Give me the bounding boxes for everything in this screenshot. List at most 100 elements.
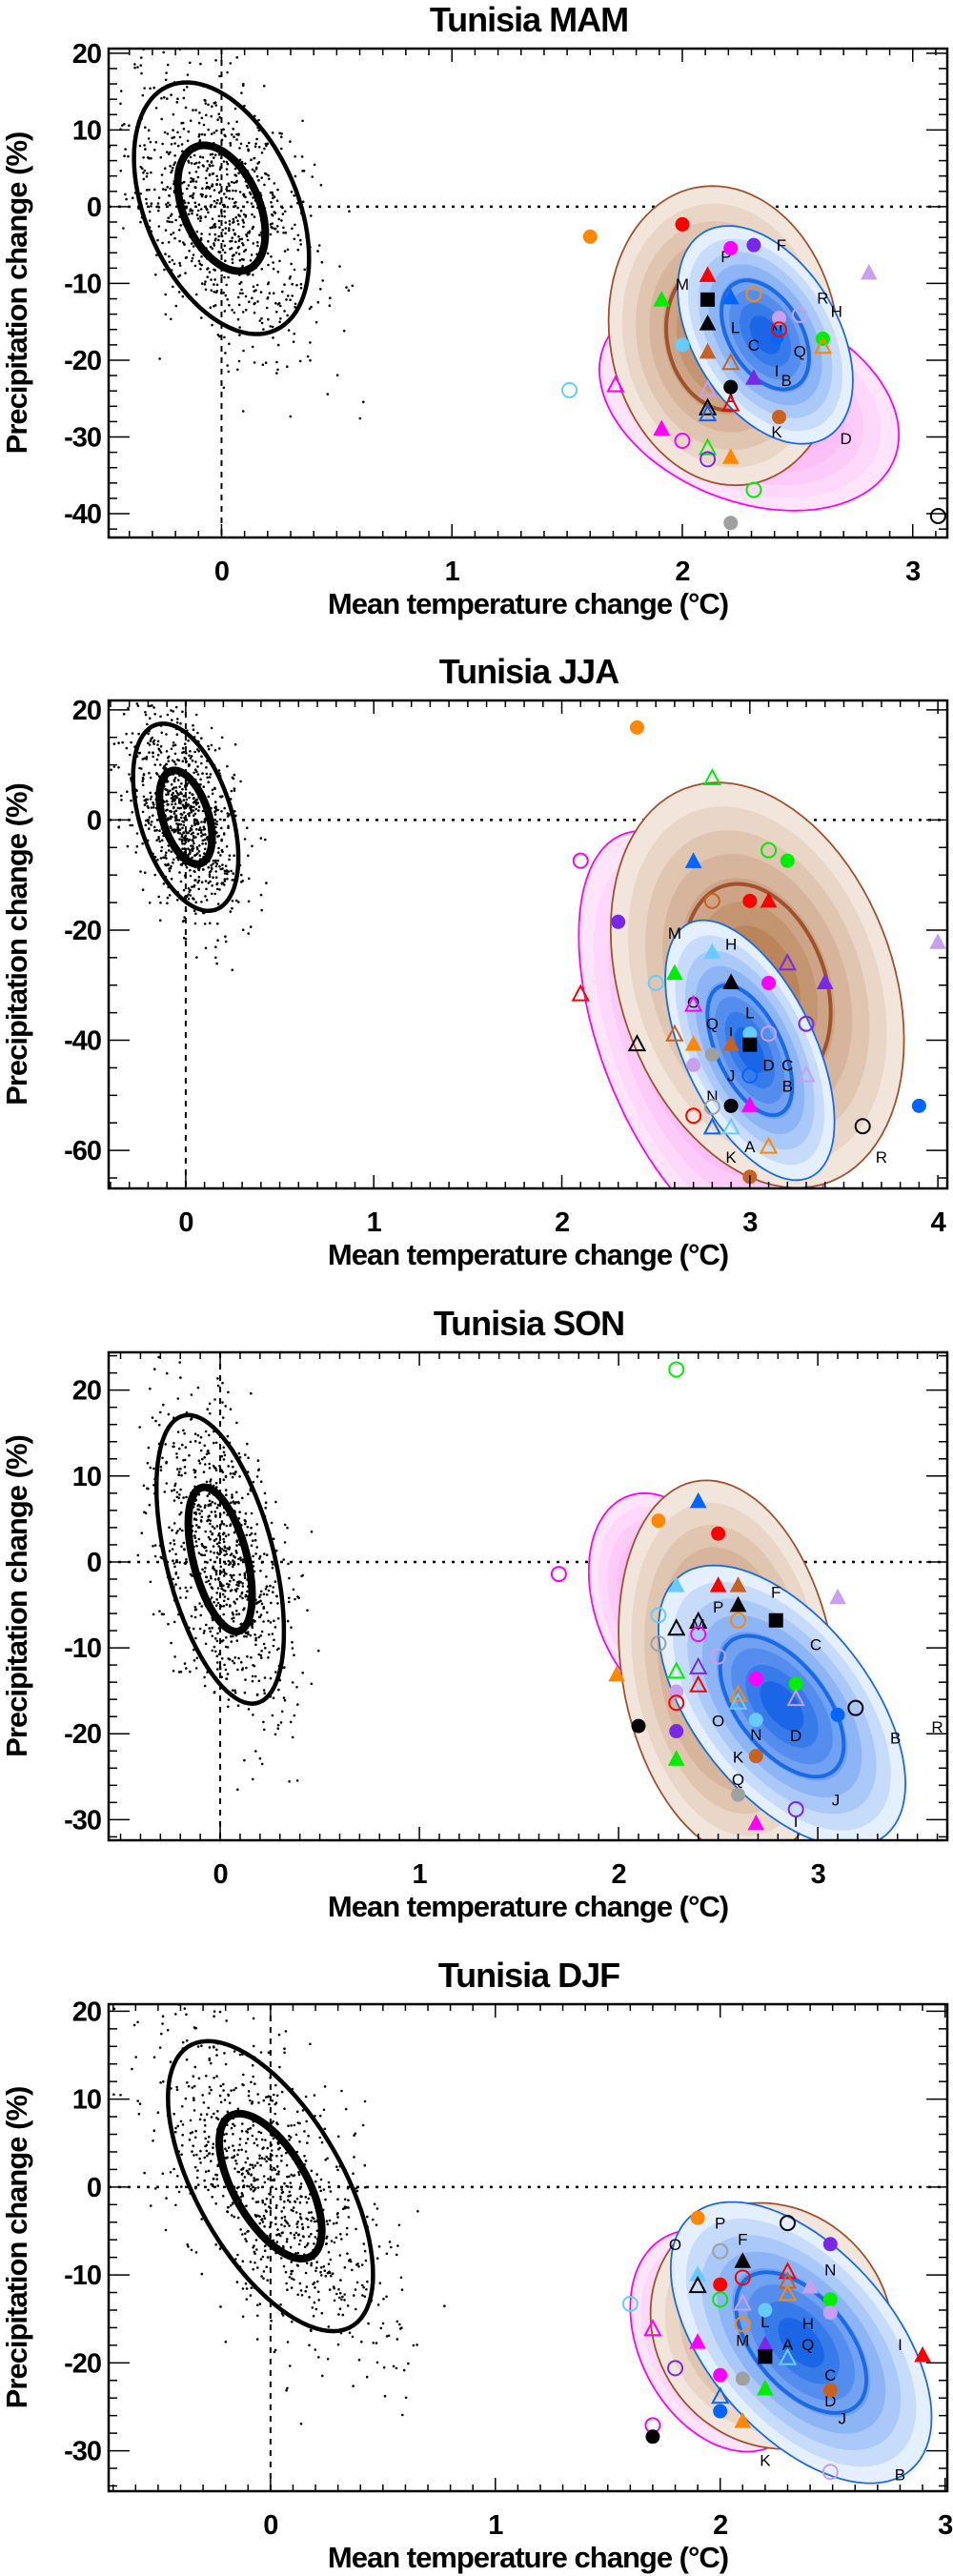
- noise-point: [339, 2233, 342, 2236]
- noise-point: [173, 1655, 176, 1658]
- noise-point: [215, 283, 219, 287]
- noise-point: [201, 155, 205, 159]
- noise-point: [167, 216, 170, 219]
- noise-point: [234, 174, 238, 177]
- noise-point: [250, 254, 253, 256]
- noise-point: [170, 747, 173, 751]
- noise-point: [146, 172, 149, 175]
- noise-point: [283, 283, 286, 287]
- noise-point: [172, 798, 174, 801]
- noise-point: [177, 1473, 181, 1477]
- noise-point: [253, 2188, 256, 2192]
- noise-point: [242, 349, 245, 353]
- noise-point: [195, 213, 199, 216]
- noise-point: [200, 828, 203, 832]
- noise-point: [182, 811, 186, 814]
- noise-point: [217, 1545, 220, 1548]
- noise-point: [147, 732, 150, 736]
- noise-point: [196, 2169, 199, 2172]
- noise-point: [260, 176, 264, 179]
- noise-point: [150, 795, 153, 799]
- noise-point: [167, 755, 171, 759]
- noise-point: [226, 1673, 230, 1675]
- noise-point: [149, 776, 152, 780]
- noise-point: [175, 101, 179, 104]
- noise-point: [296, 2293, 300, 2297]
- noise-point: [256, 2314, 259, 2318]
- noise-point: [209, 1519, 212, 1522]
- noise-point: [190, 2248, 193, 2252]
- noise-point: [325, 2242, 329, 2245]
- noise-point: [166, 97, 169, 100]
- noise-point: [192, 840, 194, 842]
- noise-point: [305, 2217, 308, 2221]
- noise-point: [285, 2151, 288, 2155]
- noise-point: [150, 202, 153, 205]
- noise-point: [192, 809, 195, 812]
- noise-point: [184, 784, 187, 787]
- noise-point: [255, 2303, 259, 2307]
- noise-point: [215, 2117, 218, 2120]
- noise-point: [260, 2138, 264, 2141]
- noise-point: [177, 829, 180, 832]
- noise-point: [294, 1597, 296, 1601]
- noise-point: [182, 1429, 185, 1432]
- noise-point: [219, 190, 223, 193]
- model-point: [688, 2275, 707, 2294]
- noise-point: [254, 1643, 257, 1647]
- noise-point: [256, 2186, 260, 2189]
- noise-point: [229, 144, 233, 147]
- noise-point: [249, 2261, 253, 2263]
- noise-point: [135, 702, 139, 705]
- noise-point: [237, 1517, 241, 1520]
- noise-point: [185, 207, 188, 210]
- model-point: [816, 973, 834, 989]
- model-point: [713, 2277, 728, 2292]
- noise-point: [238, 258, 242, 262]
- model-point: [667, 1618, 686, 1636]
- noise-point: [178, 261, 181, 265]
- noise-point: [319, 2178, 323, 2181]
- noise-point: [129, 823, 132, 827]
- noise-point: [130, 659, 132, 661]
- noise-point: [154, 1419, 157, 1423]
- noise-point: [206, 185, 209, 189]
- noise-point: [242, 225, 245, 229]
- noise-point: [279, 2257, 283, 2260]
- noise-point: [250, 2183, 253, 2186]
- noise-point: [268, 2234, 272, 2238]
- noise-point: [290, 191, 294, 193]
- noise-point: [256, 2266, 259, 2269]
- noise-point: [366, 2215, 369, 2219]
- noise-point: [248, 232, 251, 234]
- noise-point: [233, 854, 235, 857]
- noise-point: [295, 2197, 299, 2201]
- noise-point: [194, 1667, 198, 1670]
- noise-point: [203, 2179, 206, 2182]
- noise-point: [345, 2233, 349, 2236]
- noise-point: [225, 283, 228, 287]
- noise-point: [126, 844, 130, 848]
- noise-point: [148, 816, 152, 819]
- noise-point: [191, 256, 194, 260]
- noise-point: [220, 1657, 224, 1660]
- model-label: R: [876, 1148, 887, 1166]
- noise-point: [301, 2109, 305, 2112]
- noise-point: [271, 1633, 274, 1635]
- noise-point: [265, 1593, 269, 1596]
- noise-point: [263, 2217, 267, 2221]
- noise-point: [248, 300, 251, 304]
- noise-point: [299, 2216, 302, 2219]
- model-point: [684, 852, 702, 868]
- noise-point: [235, 1639, 239, 1642]
- noise-point: [259, 1590, 263, 1593]
- noise-point: [224, 294, 228, 297]
- noise-point: [165, 750, 169, 753]
- noise-point: [175, 1456, 179, 1459]
- noise-point: [275, 2164, 279, 2168]
- noise-point: [158, 2046, 162, 2049]
- noise-point: [250, 1526, 253, 1530]
- noise-point: [260, 1762, 264, 1766]
- noise-point: [155, 828, 158, 832]
- noise-point: [260, 1561, 264, 1564]
